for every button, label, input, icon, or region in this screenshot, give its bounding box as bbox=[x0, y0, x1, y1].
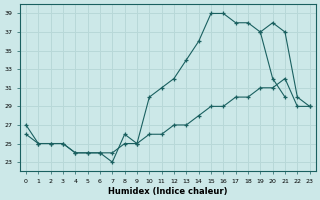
X-axis label: Humidex (Indice chaleur): Humidex (Indice chaleur) bbox=[108, 187, 228, 196]
